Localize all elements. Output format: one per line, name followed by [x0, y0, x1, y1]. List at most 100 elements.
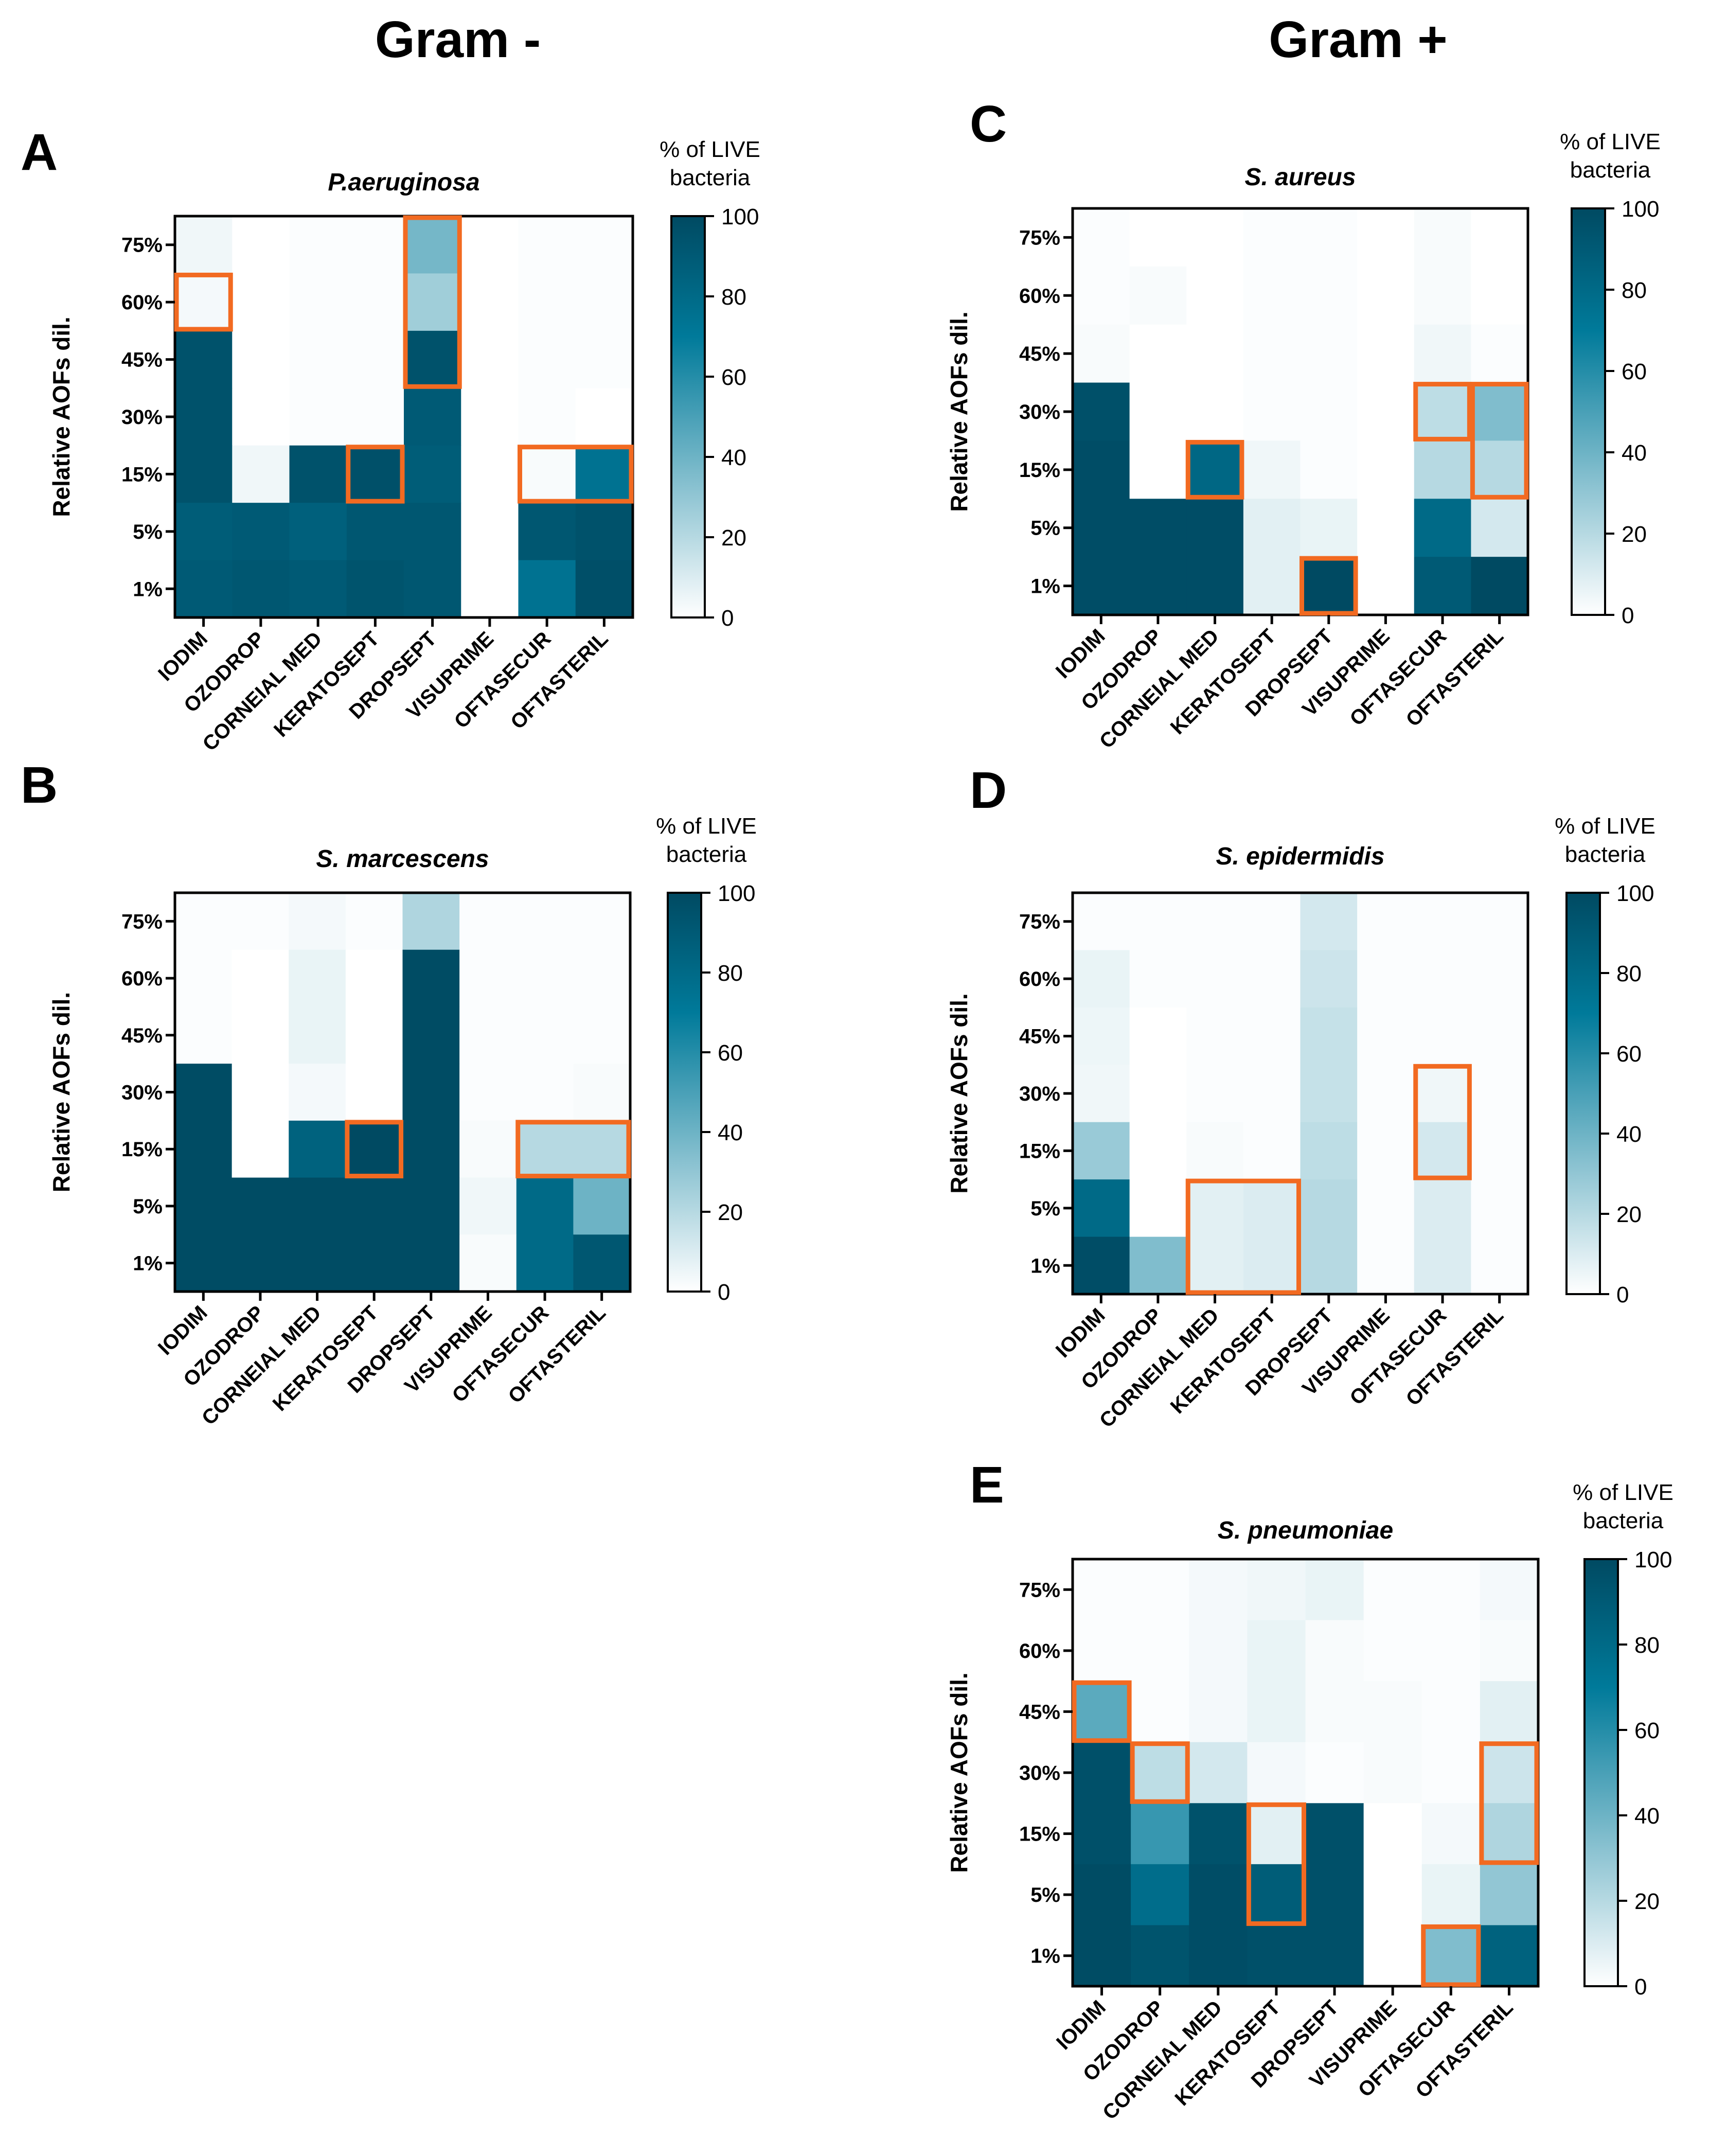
colorbar-tick-label: 0 [1634, 1974, 1647, 2000]
heatmap-cell [404, 330, 461, 388]
colorbar-tick-label: 20 [1616, 1202, 1642, 1227]
heatmap-cell [1073, 1179, 1130, 1238]
heatmap-cell [1480, 1742, 1539, 1804]
heatmap-cell [1129, 440, 1187, 499]
heatmap-cell [175, 503, 233, 561]
heatmap-cell [1305, 1803, 1364, 1865]
panel-letter: A [21, 123, 58, 181]
heatmap-cell [1480, 1803, 1539, 1865]
heatmap-cell [1131, 1742, 1189, 1804]
heatmap-cell [1186, 1236, 1244, 1295]
heatmap-cell [1073, 1007, 1130, 1065]
heatmap-cell [1305, 1620, 1364, 1682]
heatmap-cell [175, 1177, 233, 1235]
heatmap-cell [516, 1120, 574, 1178]
heatmap-cell [404, 273, 461, 331]
heatmap-cell [289, 1120, 346, 1178]
heatmap-cell [289, 1006, 346, 1064]
heatmap-cell [516, 1064, 574, 1121]
y-tick-label: 30% [1019, 1762, 1060, 1784]
heatmap-cell [1243, 1236, 1301, 1295]
colorbar-tick-label: 60 [1634, 1718, 1660, 1743]
y-tick-label: 5% [133, 1195, 163, 1218]
heatmap-cell [402, 893, 460, 950]
y-axis-label: Relative AOFs dil. [946, 311, 972, 511]
heatmap-cell [232, 1234, 289, 1292]
colorbar-tick-label: 20 [1634, 1889, 1660, 1914]
heatmap-cell [1305, 1925, 1364, 1987]
heatmap-cell [1247, 1742, 1306, 1804]
heatmap-cell [575, 216, 633, 274]
y-tick-label: 45% [1019, 1701, 1060, 1723]
heatmap-cell [1073, 950, 1130, 1008]
panel-c: C S. aureus 75% 60% 45% 30% 15% 5% 1% Relative AO… [946, 95, 1661, 753]
y-tick-label: 1% [1030, 1254, 1060, 1277]
heatmap-cell [1363, 1559, 1422, 1621]
heatmap-cell [1480, 1864, 1539, 1926]
heatmap-cell [289, 388, 347, 446]
heatmap-cell [1414, 1236, 1471, 1295]
heatmap-cell [1471, 1065, 1528, 1123]
heatmap-cell [1471, 1007, 1528, 1065]
heatmap-cell [346, 388, 404, 446]
heatmap-cell [1357, 557, 1415, 615]
colorbar-title: % of LIVE [656, 814, 757, 839]
y-tick-label: 1% [133, 1252, 163, 1275]
colorbar-tick-label: 40 [1634, 1804, 1660, 1829]
heatmap-cell [1300, 1122, 1358, 1180]
heatmap-cell [573, 1177, 631, 1235]
heatmap-cell [1471, 1122, 1528, 1180]
heatmap-cell [1073, 324, 1130, 383]
heatmap-cell [1471, 950, 1528, 1008]
heatmap-cell [1189, 1864, 1248, 1926]
heatmap-cell [1421, 1925, 1481, 1987]
heatmap-cell [1073, 1925, 1131, 1987]
heatmap-cell [1247, 1559, 1306, 1621]
heatmap-cell [175, 1234, 233, 1292]
heatmap-cell [1073, 1864, 1131, 1926]
heatmap-cell [1363, 1620, 1422, 1682]
heatmap-cell [1305, 1681, 1364, 1743]
heatmap-cell [1129, 382, 1187, 441]
heatmap-cell [461, 445, 519, 503]
heatmap-cell [175, 1006, 233, 1064]
heatmap-cell [402, 1120, 460, 1178]
heatmap-cell [1131, 1681, 1189, 1743]
heatmap-cell [1247, 1681, 1306, 1743]
colorbar-title: % of LIVE [1555, 814, 1655, 839]
heatmap-cell [518, 273, 576, 331]
colorbar [1571, 207, 1606, 616]
heatmap-cell [1131, 1803, 1189, 1865]
heatmap-cell [1300, 950, 1358, 1008]
heatmap-cell [1300, 266, 1358, 325]
heatmap-cell [1243, 1179, 1301, 1238]
panel-e: E S. pneumoniae 75% 60% 45% 30% 15% 5% 1% Relativ… [946, 1456, 1674, 2124]
heatmap-cell [289, 1177, 346, 1235]
heatmap-cell [402, 1006, 460, 1064]
heatmap-cell [1073, 1122, 1130, 1180]
heatmap-cell [573, 1064, 631, 1121]
y-tick-label: 15% [1019, 459, 1060, 482]
colorbar [1565, 892, 1601, 1295]
y-tick-label: 75% [121, 910, 163, 933]
y-axis-label: Relative AOFs dil. [48, 316, 75, 517]
heatmap-cell [1189, 1559, 1248, 1621]
heatmap-cell [459, 1006, 517, 1064]
colorbar-tick-label: 100 [718, 881, 755, 906]
heatmap-cell [1073, 557, 1130, 615]
highlight-box [1246, 1802, 1307, 1926]
heatmap-cell [1073, 893, 1130, 951]
heatmap-cell [1129, 324, 1187, 383]
heatmap-cell [1129, 1179, 1187, 1238]
heatmap-cell [1247, 1925, 1306, 1987]
heatmap-cell [289, 503, 347, 561]
colorbar-tick-label: 80 [721, 285, 746, 310]
heatmap-cell [1357, 266, 1415, 325]
colorbar-tick-label: 60 [718, 1040, 743, 1066]
y-tick-label: 45% [121, 349, 163, 372]
heatmap-cell [1480, 1559, 1539, 1621]
heatmap-cell [1300, 499, 1358, 557]
heatmap-cell [175, 560, 233, 618]
heatmap-cell [516, 949, 574, 1008]
heatmap-cell [1305, 1559, 1364, 1621]
